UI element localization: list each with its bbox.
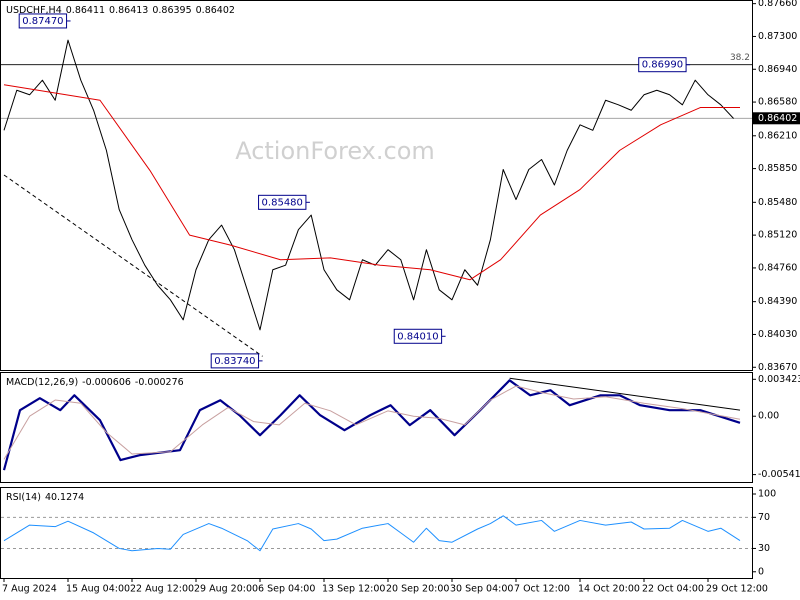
y-tick-label: 100: [758, 489, 776, 500]
x-tick-label: 22 Oct 04:00: [642, 584, 704, 595]
y-tick-label: 0.00: [758, 411, 779, 422]
x-tick-label: 6 Sep 04:00: [258, 584, 315, 595]
y-tick-label: 0.86210: [758, 130, 797, 141]
x-tick-label: 30 Sep 04:00: [450, 584, 513, 595]
x-tick-label: 22 Aug 12:00: [130, 584, 194, 595]
y-tick-label: -0.005414: [758, 469, 800, 480]
x-tick-label: 29 Aug 20:00: [194, 584, 258, 595]
panel: [0, 0, 753, 371]
y-tick-label: 0.85480: [758, 197, 797, 208]
x-tick-label: 13 Sep 12:00: [322, 584, 385, 595]
y-tick-label: 0.87660: [758, 0, 797, 9]
y-tick-label: 0.84030: [758, 329, 797, 340]
y-tick-label: 30: [758, 543, 770, 554]
x-tick-label: 20 Sep 20:00: [386, 584, 449, 595]
annotation-label: 0.84010: [397, 331, 438, 342]
last-price-label: 0.86402: [758, 113, 797, 124]
header-value: 40.1274: [45, 492, 84, 503]
series-line: [3, 84, 740, 281]
y-tick-label: 0.87300: [758, 31, 797, 42]
y-tick-label: 0.003423: [758, 374, 800, 385]
header-value: 0.86402: [196, 5, 235, 16]
y-tick-label: 0.83670: [758, 362, 797, 373]
series-line: [3, 385, 741, 460]
y-tick-label: 0.86580: [758, 97, 797, 108]
panel: [0, 372, 753, 483]
y-tick-label: 70: [758, 512, 770, 523]
annotation-label: 0.85480: [262, 197, 303, 208]
x-tick-label: 7 Aug 2024: [2, 584, 57, 595]
x-tick-label: 29 Oct 12:00: [706, 584, 768, 595]
trendline: [3, 174, 263, 357]
series-line: [2, 379, 741, 471]
panel-header: USDCHF,H4 0.86411 0.86413 0.86395 0.86402: [6, 5, 235, 16]
panel-header: MACD(12,26,9) -0.000606 -0.000276: [6, 377, 184, 388]
y-tick-label: 0.85120: [758, 230, 797, 241]
trendline: [509, 377, 741, 411]
annotation-label: 0.83740: [214, 356, 255, 367]
y-tick-label: 0.84390: [758, 296, 797, 307]
panel-header: RSI(14) 40.1274: [6, 492, 84, 503]
header-value: -0.000606: [82, 377, 131, 388]
watermark: ActionForex.com: [235, 137, 435, 165]
header-value: 0.86413: [109, 5, 148, 16]
annotation-label: 0.87470: [22, 16, 63, 27]
panel: [0, 487, 753, 579]
header-title: MACD(12,26,9): [6, 377, 78, 388]
header-value: -0.000276: [135, 377, 184, 388]
series-line: [3, 515, 741, 552]
header-value: 0.86411: [66, 5, 105, 16]
header-title: USDCHF,H4: [6, 5, 62, 16]
header-value: 0.86395: [152, 5, 191, 16]
x-tick-label: 14 Oct 20:00: [578, 584, 640, 595]
x-tick-label: 15 Aug 04:00: [66, 584, 130, 595]
y-tick-label: 0.85850: [758, 163, 797, 174]
x-tick-label: 7 Oct 12:00: [514, 584, 570, 595]
y-tick-label: 0: [758, 566, 764, 577]
y-tick-label: 0.84760: [758, 262, 797, 273]
last-price-box: [753, 112, 800, 125]
fib-label: 38.2: [730, 53, 750, 63]
annotation-label: 0.86990: [642, 60, 683, 71]
series-line: [3, 39, 734, 331]
y-tick-label: 0.86940: [758, 64, 797, 75]
header-title: RSI(14): [6, 492, 41, 503]
